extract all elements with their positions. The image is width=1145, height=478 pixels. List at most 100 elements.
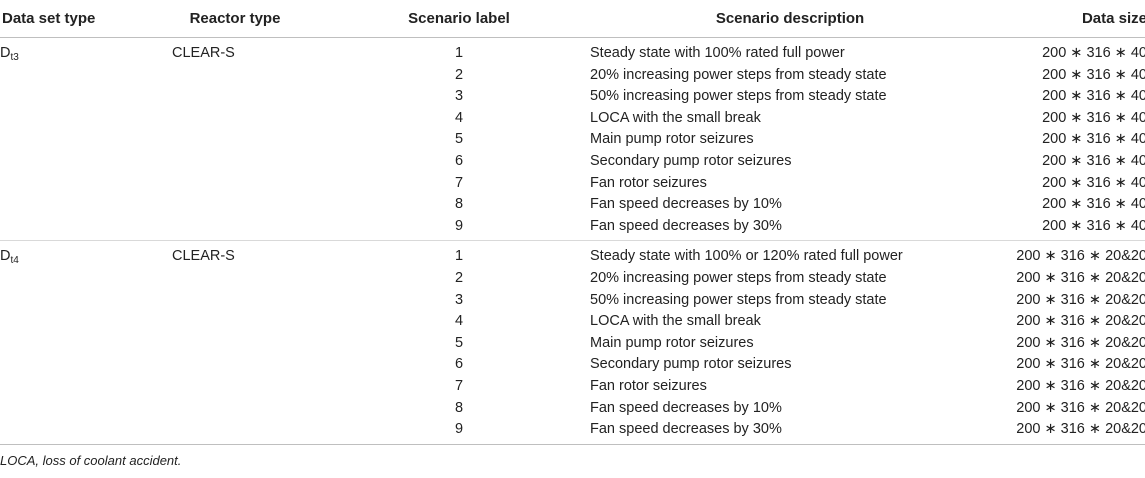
header-scenario-description: Scenario description	[590, 0, 990, 38]
cell-data-size: 200 ∗ 316 ∗ 40	[1042, 45, 1145, 61]
cell-data-set-type: Dt3	[0, 38, 142, 65]
cell-data-set-type	[0, 333, 142, 355]
cell-scenario-description: 50% increasing power steps from steady s…	[590, 88, 887, 105]
table-footnote: LOCA, loss of coolant accident.	[0, 452, 182, 468]
cell-reactor-type	[142, 290, 328, 312]
cell-reactor-type	[142, 65, 328, 87]
cell-scenario-label: 8	[454, 399, 464, 416]
cell-data-set-type	[0, 354, 142, 376]
cell-data-size: 200 ∗ 316 ∗ 40	[1042, 109, 1145, 126]
table-header: Data set type Reactor type Scenario labe…	[0, 0, 1145, 38]
table-row: 9 Fan speed decreases by 30% 200 ∗ 316 ∗ 2…	[0, 419, 1145, 445]
table-row: 6 Secondary pump rotor seizures 200 ∗ 316 …	[0, 151, 1145, 173]
table-row: 3 50% increasing power steps from steady …	[0, 290, 1145, 312]
cell-scenario-label: 7	[454, 377, 464, 394]
cell-scenario-description: Fan speed decreases by 30%	[590, 215, 990, 242]
cell-scenario-description: Fan rotor seizures	[590, 174, 707, 191]
cell-data-size: 200 ∗ 316 ∗ 20&20	[1016, 269, 1145, 286]
cell-scenario-description: 50% increasing power steps from steady s…	[590, 291, 887, 308]
table-row: 4 LOCA with the small break 200 ∗ 316 ∗ 20…	[0, 311, 1145, 333]
scenario-table: Data set type Reactor type Scenario labe…	[0, 0, 1145, 445]
cell-data-size: 200 ∗ 316 ∗ 20&20	[1016, 334, 1145, 351]
cell-data-size: 200 ∗ 316 ∗ 20&20	[990, 419, 1145, 445]
cell-data-set-type	[0, 108, 142, 130]
data-set-type-subscript: t4	[10, 255, 19, 267]
cell-data-size: 200 ∗ 316 ∗ 40	[990, 215, 1145, 242]
cell-reactor-type	[142, 311, 328, 333]
table-row: 7 Fan rotor seizures 200 ∗ 316 ∗ 20&20	[0, 376, 1145, 398]
table-row: 5 Main pump rotor seizures 200 ∗ 316 ∗ 20&…	[0, 333, 1145, 355]
cell-scenario-description: Main pump rotor seizures	[590, 131, 754, 148]
table-row: 2 20% increasing power steps from steady …	[0, 65, 1145, 87]
table-group-dt3: Dt3 CLEAR-S 1 Steady state with 100% rated …	[0, 38, 1145, 242]
cell-reactor-type	[142, 129, 328, 151]
cell-data-set-type: Dt4	[0, 241, 142, 268]
cell-scenario-description: Fan speed decreases by 30%	[590, 419, 990, 445]
table-row: 2 20% increasing power steps from steady …	[0, 268, 1145, 290]
cell-data-set-type	[0, 398, 142, 420]
cell-scenario-label: 1	[454, 45, 464, 61]
cell-scenario-label: 6	[454, 152, 464, 169]
table-row: 8 Fan speed decreases by 10% 200 ∗ 316 ∗ 4…	[0, 194, 1145, 216]
header-data-set-type: Data set type	[0, 0, 142, 38]
cell-data-size: 200 ∗ 316 ∗ 40	[1042, 196, 1145, 213]
table-row: 6 Secondary pump rotor seizures 200 ∗ 316 …	[0, 354, 1145, 376]
cell-reactor-type	[142, 376, 328, 398]
cell-scenario-label: 5	[454, 131, 464, 148]
cell-data-size: 200 ∗ 316 ∗ 20&20	[1016, 313, 1145, 330]
data-set-type-main: D	[0, 45, 11, 61]
cell-scenario-description: Secondary pump rotor seizures	[590, 356, 792, 373]
cell-scenario-description: Fan speed decreases by 10%	[590, 196, 782, 213]
table-row: Dt4 CLEAR-S 1 Steady state with 100% or 120…	[0, 241, 1145, 268]
cell-scenario-label: 6	[454, 356, 464, 373]
cell-scenario-label: 2	[454, 269, 464, 286]
cell-data-size: 200 ∗ 316 ∗ 20&20	[1016, 399, 1145, 416]
data-set-type-main: D	[0, 248, 11, 265]
cell-scenario-label: 2	[454, 66, 464, 83]
cell-data-size: 200 ∗ 316 ∗ 40	[1042, 131, 1145, 148]
cell-data-set-type	[0, 215, 142, 242]
cell-data-set-type	[0, 268, 142, 290]
cell-reactor-type	[142, 194, 328, 216]
table-row: 7 Fan rotor seizures 200 ∗ 316 ∗ 40	[0, 173, 1145, 195]
data-table-container: Data set type Reactor type Scenario labe…	[0, 0, 1145, 468]
data-set-type-subscript: t3	[10, 52, 19, 63]
cell-scenario-description: Steady state with 100% or 120% rated ful…	[590, 248, 903, 265]
cell-data-size: 200 ∗ 316 ∗ 40	[1042, 88, 1145, 105]
table-row: 9 Fan speed decreases by 30% 200 ∗ 316 ∗ 4…	[0, 215, 1145, 242]
cell-data-set-type	[0, 65, 142, 87]
cell-data-set-type	[0, 173, 142, 195]
cell-scenario-label: 5	[454, 334, 464, 351]
table-row: Dt3 CLEAR-S 1 Steady state with 100% rated …	[0, 38, 1145, 65]
table-row: 4 LOCA with the small break 200 ∗ 316 ∗ 40	[0, 108, 1145, 130]
cell-scenario-description: Fan rotor seizures	[590, 377, 707, 394]
table-row: 8 Fan speed decreases by 10% 200 ∗ 316 ∗ 2…	[0, 398, 1145, 420]
table-row: 3 50% increasing power steps from steady …	[0, 86, 1145, 108]
cell-scenario-label: 8	[454, 196, 464, 213]
cell-reactor-type	[142, 354, 328, 376]
cell-reactor-type	[142, 333, 328, 355]
cell-scenario-description: LOCA with the small break	[590, 109, 761, 126]
header-row: Data set type Reactor type Scenario labe…	[0, 0, 1145, 38]
cell-scenario-description: Main pump rotor seizures	[590, 334, 754, 351]
cell-reactor-type: CLEAR-S	[172, 248, 235, 265]
cell-scenario-description: LOCA with the small break	[590, 313, 761, 330]
cell-scenario-label: 3	[454, 88, 464, 105]
cell-scenario-description: 20% increasing power steps from steady s…	[590, 66, 887, 83]
cell-scenario-description: 20% increasing power steps from steady s…	[590, 269, 887, 286]
cell-data-set-type	[0, 311, 142, 333]
cell-data-set-type	[0, 376, 142, 398]
header-reactor-type: Reactor type	[142, 0, 328, 38]
cell-scenario-label: 3	[454, 291, 464, 308]
cell-data-size: 200 ∗ 316 ∗ 20&20	[1016, 377, 1145, 394]
cell-reactor-type	[142, 268, 328, 290]
cell-reactor-type	[142, 215, 328, 242]
cell-data-set-type	[0, 129, 142, 151]
cell-scenario-description: Fan speed decreases by 10%	[590, 399, 782, 416]
cell-scenario-label: 1	[454, 248, 464, 265]
cell-scenario-label: 4	[454, 109, 464, 126]
header-scenario-label: Scenario label	[328, 0, 590, 38]
cell-data-set-type	[0, 86, 142, 108]
cell-reactor-type	[142, 419, 328, 445]
cell-reactor-type	[142, 173, 328, 195]
